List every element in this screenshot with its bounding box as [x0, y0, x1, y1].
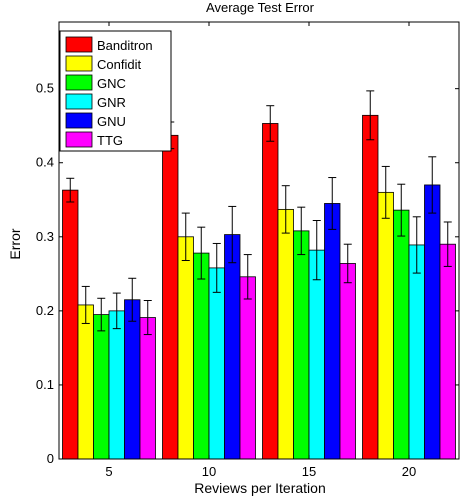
- bar-banditron-10: [162, 134, 179, 460]
- bar-gnu-5: [124, 299, 141, 460]
- legend-swatch-gnu: [65, 112, 93, 129]
- bar-confidit-5: [77, 304, 94, 460]
- x-tick-label: 5: [105, 464, 112, 479]
- legend-label-gnu: GNU: [97, 114, 126, 129]
- bar-gnc-10: [193, 252, 210, 460]
- bar-gnc-15: [293, 230, 310, 460]
- legend-label-gnc: GNC: [97, 76, 126, 91]
- bar-banditron-5: [62, 189, 79, 460]
- bar-gnc-5: [93, 314, 110, 460]
- axes-frame: [58, 21, 460, 460]
- legend-swatch-gnr: [65, 93, 93, 110]
- x-tick-label: 10: [202, 464, 216, 479]
- bar-gnc-20: [393, 209, 410, 460]
- legend-label-gnr: GNR: [97, 95, 126, 110]
- bar-gnr-5: [108, 310, 125, 460]
- legend-swatch-gnc: [65, 74, 93, 91]
- y-tick-label: 0.3: [36, 229, 54, 244]
- legend-swatch-banditron: [65, 36, 93, 53]
- bar-gnu-20: [424, 184, 441, 460]
- x-tick-label: 15: [302, 464, 316, 479]
- bar-gnr-15: [308, 249, 325, 460]
- y-axis-label: Error: [7, 228, 23, 259]
- chart-title: Average Test Error: [206, 0, 315, 15]
- bar-banditron-20: [362, 114, 379, 460]
- y-tick-label: 0.2: [36, 303, 54, 318]
- legend-label-banditron: Banditron: [97, 38, 153, 53]
- legend-label-ttg: TTG: [97, 133, 123, 148]
- x-axis-label: Reviews per Iteration: [194, 480, 326, 496]
- plot-area: 5 10 15 20 0 0.1 0.2 0.3 0.4 0.5: [36, 21, 460, 479]
- bar-confidit-20: [377, 191, 394, 460]
- y-tick-label: 0.1: [36, 377, 54, 392]
- legend-label-confidit: Confidit: [97, 57, 141, 72]
- bar-gnr-10: [208, 267, 225, 460]
- bar-ttg-20: [439, 243, 456, 460]
- bar-ttg-15: [339, 263, 356, 460]
- legend-swatch-confidit: [65, 55, 93, 72]
- bar-confidit-10: [177, 236, 194, 460]
- bar-gnu-10: [224, 234, 241, 460]
- bar-ttg-5: [139, 317, 156, 460]
- legend-swatch-ttg: [65, 131, 93, 148]
- bar-gnr-20: [408, 244, 425, 460]
- bar-confidit-15: [277, 208, 294, 460]
- x-tick-label: 20: [402, 464, 416, 479]
- y-tick-label: 0: [47, 451, 54, 466]
- bar-banditron-15: [262, 123, 279, 460]
- bar-ttg-10: [239, 276, 256, 460]
- y-tick-label: 0.4: [36, 155, 54, 170]
- legend: Banditron Confidit GNC GNR GNU TTG: [59, 30, 172, 152]
- bar-gnu-15: [324, 203, 341, 460]
- y-tick-label: 0.5: [36, 81, 54, 96]
